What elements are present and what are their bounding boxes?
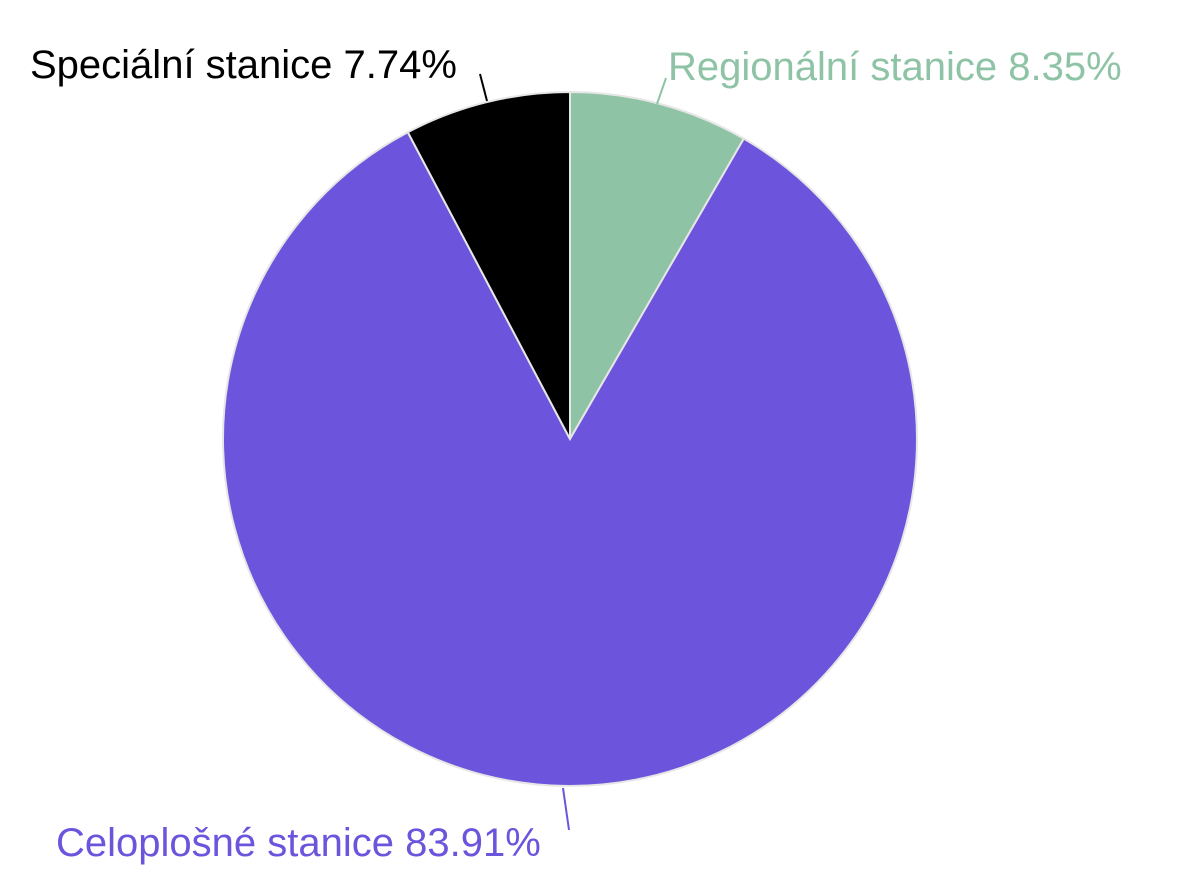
pie-slices bbox=[222, 90, 918, 787]
leader-line bbox=[479, 73, 488, 102]
slice-label: Regionální stanice 8.35% bbox=[668, 45, 1122, 89]
slice-label: Celoplošné stanice 83.91% bbox=[56, 821, 541, 865]
leader-lines bbox=[479, 73, 667, 831]
pie-slice bbox=[222, 130, 918, 787]
pie-slice bbox=[569, 90, 746, 443]
slice-labels: Regionální stanice 8.35% Celoplošné stani… bbox=[30, 43, 1122, 865]
leader-line bbox=[656, 77, 667, 105]
pie-slice bbox=[406, 90, 571, 440]
slice-label: Speciální stanice 7.74% bbox=[30, 43, 457, 87]
leader-line bbox=[562, 787, 570, 831]
